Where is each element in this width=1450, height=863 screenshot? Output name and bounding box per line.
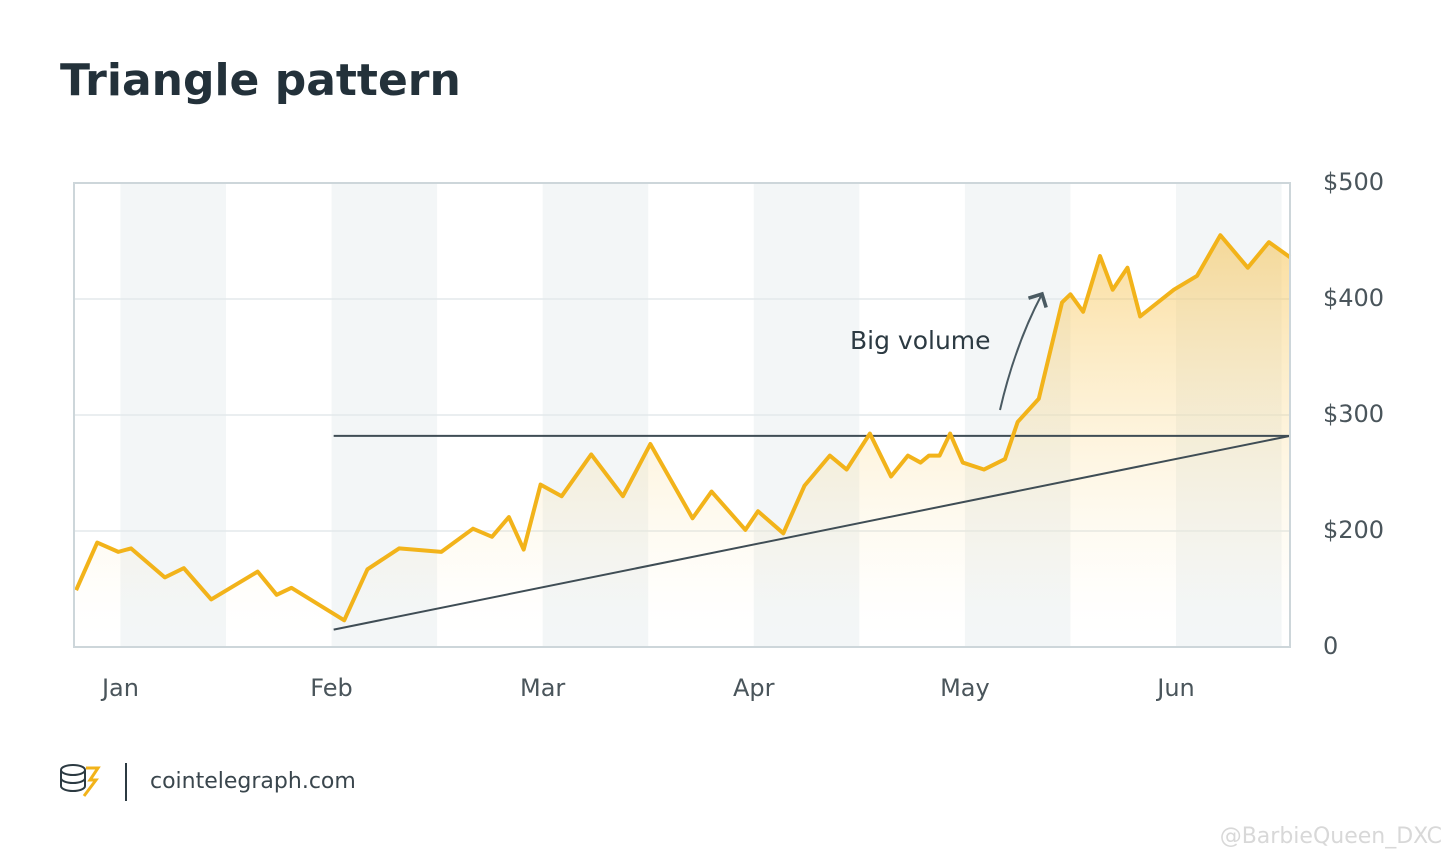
logo	[60, 764, 101, 797]
x-tick-label: Apr	[733, 674, 775, 702]
area	[76, 235, 1291, 647]
annotation-arrow	[999, 291, 1048, 411]
y-tick-label: $400	[1323, 284, 1384, 312]
trend-line	[333, 434, 1291, 631]
y-tick-label: $200	[1323, 516, 1384, 544]
annotation: Big volume	[850, 326, 991, 355]
plot-border	[73, 182, 1291, 648]
footer-text: cointelegraph.com	[150, 769, 356, 794]
watermark: @BarbieQueen_DXC	[1220, 824, 1442, 849]
y-tick-label: $500	[1323, 168, 1384, 196]
y-tick-label: 0	[1323, 632, 1338, 660]
x-tick-label: Mar	[520, 674, 565, 702]
y-tick-label: $300	[1323, 400, 1384, 428]
x-tick-label: May	[940, 674, 990, 702]
x-tick-label: Jan	[100, 674, 139, 702]
chart-title: Triangle pattern	[60, 55, 461, 106]
x-tick-label: Jun	[1155, 674, 1195, 702]
x-tick-label: Feb	[310, 674, 353, 702]
price-line	[74, 233, 1292, 623]
